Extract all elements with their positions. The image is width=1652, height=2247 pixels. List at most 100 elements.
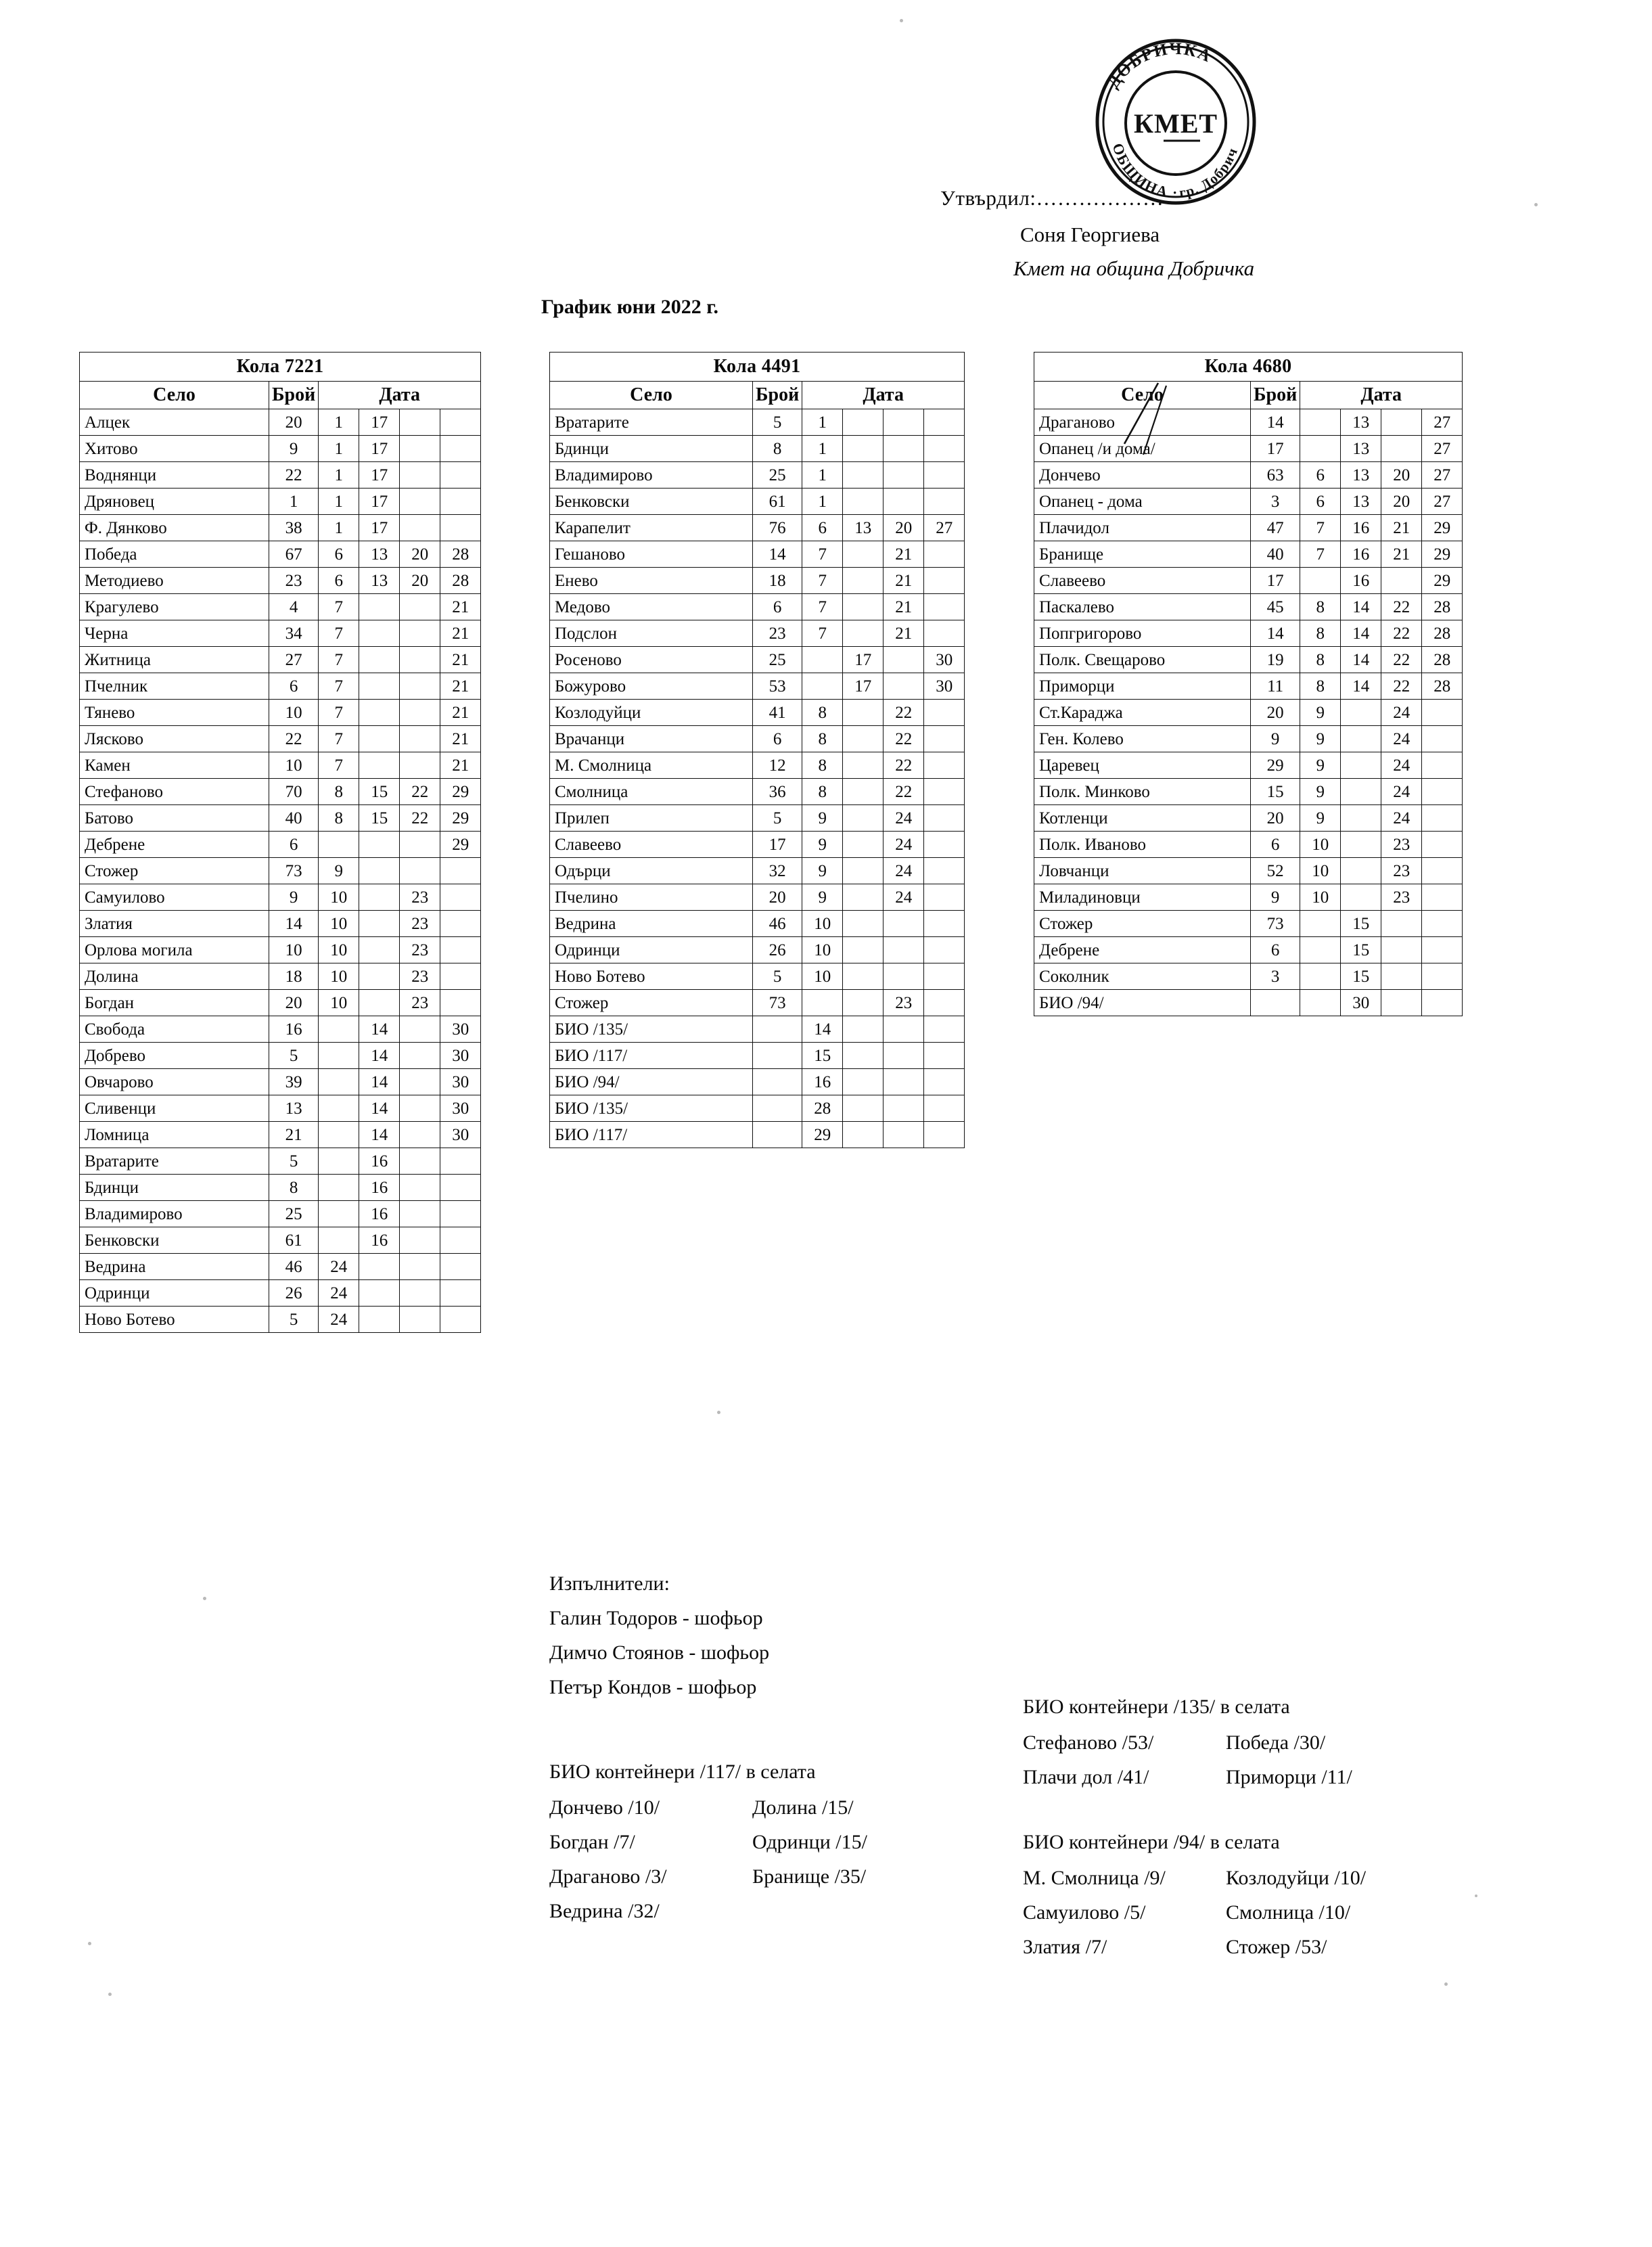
table-row: БИО /135/28 (549, 1095, 965, 1122)
date-cell: 30 (440, 1068, 482, 1095)
date-cell: 17 (359, 435, 400, 462)
date-cell (399, 1253, 441, 1280)
date-cell: 27 (1421, 488, 1463, 515)
count-cell: 40 (1249, 541, 1301, 568)
date-cell (440, 514, 482, 541)
village-cell: Бенковски (549, 488, 753, 515)
table-row: Владимирово 25 1 (549, 461, 965, 489)
bio-village-entry: Смолница /10/ (1226, 1901, 1351, 1924)
village-cell: Козлодуйци (549, 699, 753, 726)
date-cell (923, 1095, 965, 1122)
date-cell: 1 (318, 461, 360, 489)
date-cell: 9 (1300, 699, 1341, 726)
date-cell (318, 1095, 360, 1122)
date-cell: 7 (318, 699, 360, 726)
village-cell: БИО /135/ (549, 1095, 753, 1122)
count-cell: 26 (752, 936, 803, 963)
date-cell: 27 (1421, 409, 1463, 436)
table-row: Стефаново 70 8 15 22 29 (79, 778, 482, 805)
date-cell (399, 857, 441, 884)
date-cell: 9 (1300, 778, 1341, 805)
table-row: Паскалево 45 8 14 22 28 (1034, 593, 1463, 620)
date-cell (842, 1042, 884, 1069)
bio-containers-135-block: БИО контейнери /135/ в селата Стефаново … (1023, 1692, 1352, 1792)
date-cell: 28 (1421, 646, 1463, 673)
count-cell: 8 (268, 1174, 319, 1201)
date-cell: 21 (1381, 514, 1423, 541)
date-cell (842, 409, 884, 436)
table-row: Батово 40 8 15 22 29 (79, 804, 482, 832)
table-row: Ведрина 46 24 (79, 1253, 482, 1280)
bio-village-entry: Победа /30/ (1226, 1731, 1326, 1754)
count-cell: 23 (752, 620, 803, 647)
village-cell: Росеново (549, 646, 753, 673)
count-cell: 13 (268, 1095, 319, 1122)
date-cell: 22 (1381, 646, 1423, 673)
approver-title: Кмет на община Добричка (1013, 256, 1255, 280)
table-row: Орлова могила 10 10 23 (79, 936, 482, 963)
village-cell: Опанец /и дома/ (1034, 435, 1251, 462)
village-cell: Смолница (549, 778, 753, 805)
date-cell (359, 1253, 400, 1280)
village-cell: Крагулево (79, 593, 269, 620)
village-cell: Овчарово (79, 1068, 269, 1095)
bio-village-entry: Бранище /35/ (752, 1865, 867, 1888)
count-cell: 73 (1249, 910, 1301, 937)
date-cell (399, 1148, 441, 1175)
date-cell: 24 (1381, 699, 1423, 726)
date-cell (842, 699, 884, 726)
car-title-row: Кола 4491 (549, 352, 965, 382)
table-row: Дебрене 6 29 (79, 831, 482, 858)
date-cell (399, 752, 441, 779)
date-cell (883, 936, 925, 963)
date-cell (1300, 435, 1341, 462)
date-cell: 28 (440, 567, 482, 594)
village-cell: Прилеп (549, 804, 753, 832)
village-cell: Свобода (79, 1016, 269, 1043)
date-cell: 17 (359, 488, 400, 515)
date-cell: 24 (883, 857, 925, 884)
count-cell: 61 (268, 1227, 319, 1254)
bio-village-entry: Стефаново /53/ (1023, 1731, 1154, 1754)
date-cell: 10 (1300, 857, 1341, 884)
village-cell: Дебрене (1034, 936, 1251, 963)
date-cell: 6 (1300, 461, 1341, 489)
date-cell (1381, 936, 1423, 963)
date-cell (440, 1227, 482, 1254)
executor-name: Димчо Стоянов - шофьор (549, 1641, 770, 1664)
date-cell: 9 (802, 884, 844, 911)
date-cell: 8 (802, 699, 844, 726)
date-cell (923, 989, 965, 1016)
date-cell (883, 1095, 925, 1122)
bio-94-title: БИО контейнери /94/ в селата (1023, 1831, 1280, 1853)
date-cell: 22 (1381, 673, 1423, 700)
date-cell (883, 409, 925, 436)
date-cell (883, 1042, 925, 1069)
count-cell: 20 (1249, 699, 1301, 726)
village-cell: Драганово (1034, 409, 1251, 436)
bio-117-title: БИО контейнери /117/ в селата (549, 1761, 816, 1783)
date-cell: 30 (923, 673, 965, 700)
date-cell (802, 646, 844, 673)
count-cell: 36 (752, 778, 803, 805)
table-row: Овчарово 39 14 30 (79, 1068, 482, 1095)
date-cell: 10 (318, 910, 360, 937)
date-cell: 10 (802, 910, 844, 937)
scan-speck (88, 1942, 91, 1945)
date-cell (318, 1174, 360, 1201)
count-cell: 14 (1249, 409, 1301, 436)
count-cell (752, 1068, 803, 1095)
date-cell (440, 857, 482, 884)
date-cell: 1 (802, 409, 844, 436)
count-cell: 5 (268, 1042, 319, 1069)
count-cell: 19 (1249, 646, 1301, 673)
table-row: Одринци 26 24 (79, 1279, 482, 1307)
village-cell: Ловчанци (1034, 857, 1251, 884)
date-cell: 22 (883, 778, 925, 805)
village-cell: Дончево (1034, 461, 1251, 489)
scan-speck (900, 19, 903, 22)
table-row: Владимирово 25 16 (79, 1200, 482, 1227)
date-cell: 27 (923, 514, 965, 541)
village-cell: Одърци (549, 857, 753, 884)
date-cell: 30 (1340, 989, 1382, 1016)
